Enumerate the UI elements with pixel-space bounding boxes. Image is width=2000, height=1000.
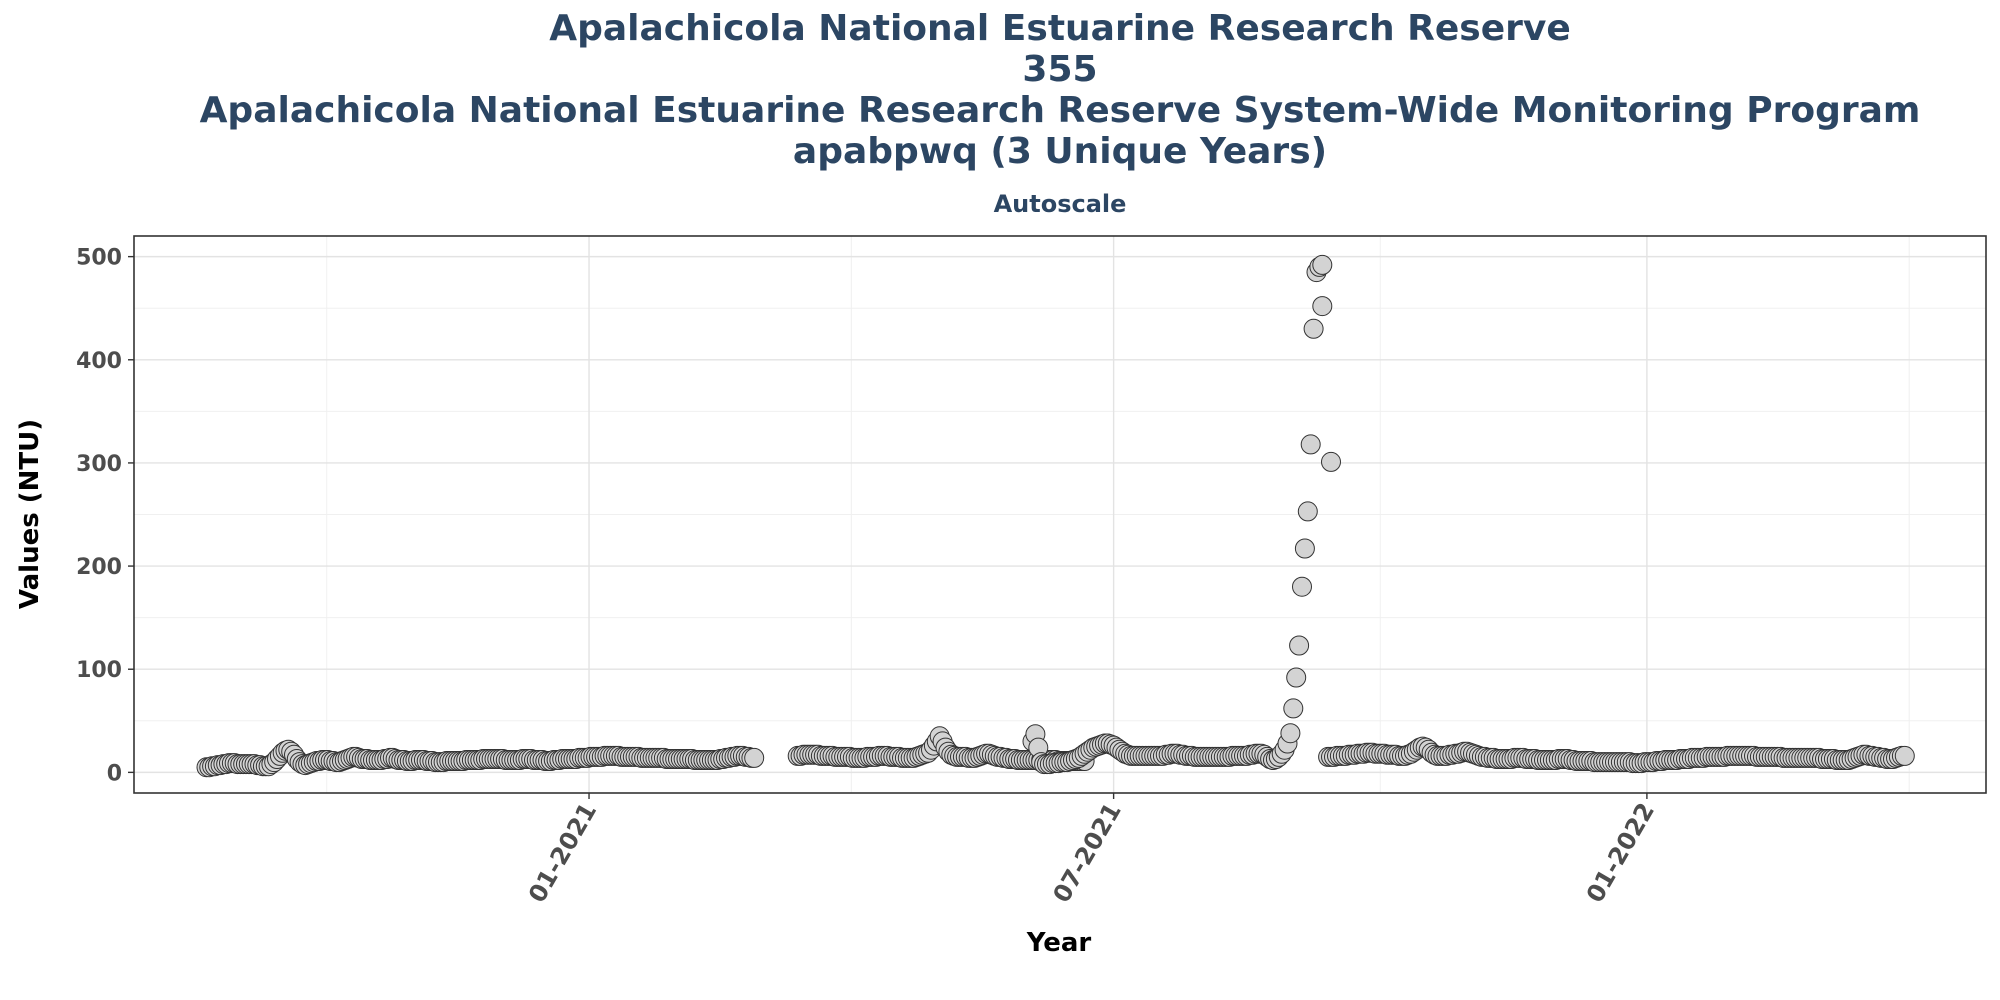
- title-line-4: apabpwq (3 Unique Years): [792, 131, 1328, 172]
- data-point: [1312, 254, 1333, 275]
- x-axis-title: Year: [1026, 928, 1092, 958]
- data-point: [1300, 434, 1321, 455]
- data-point: [1292, 576, 1312, 597]
- data-point: [1294, 538, 1315, 559]
- x-tick-label: 07-2021: [1047, 798, 1126, 907]
- y-tick-label: 400: [76, 349, 122, 374]
- title-line-3: Apalachicola National Estuarine Research…: [199, 90, 1921, 131]
- y-tick-label: 500: [76, 246, 122, 271]
- y-tick-label: 0: [107, 761, 122, 786]
- data-points: [196, 254, 1915, 778]
- minor-gridlines: [134, 236, 1986, 793]
- x-tick-label: 01-2022: [1581, 798, 1660, 907]
- data-point: [1894, 745, 1915, 766]
- data-point: [1297, 501, 1318, 522]
- data-point: [1286, 667, 1307, 688]
- x-tick-label: 01-2021: [523, 798, 602, 907]
- y-axis: 0 100 200 300 400 500: [76, 246, 134, 786]
- data-point: [1312, 296, 1333, 317]
- data-point: [1321, 451, 1341, 472]
- title-line-1: Apalachicola National Estuarine Research…: [549, 8, 1571, 49]
- y-tick-label: 200: [76, 555, 122, 580]
- y-tick-label: 100: [76, 658, 122, 683]
- x-axis: 01-2021 07-2021 01-2022: [523, 793, 1660, 907]
- y-axis-title: Values (NTU): [15, 419, 45, 609]
- title-line-2: 355: [1022, 49, 1098, 90]
- data-point: [1289, 635, 1310, 656]
- data-point: [1280, 723, 1301, 744]
- data-point: [1283, 698, 1304, 719]
- data-point: [744, 747, 765, 768]
- data-point: [1303, 318, 1324, 339]
- major-gridlines: [134, 236, 1986, 793]
- chart-title: Apalachicola National Estuarine Research…: [0, 8, 2000, 172]
- chart-subtitle: Autoscale: [993, 190, 1127, 218]
- y-tick-label: 300: [76, 452, 122, 477]
- plot-border: [133, 235, 1987, 794]
